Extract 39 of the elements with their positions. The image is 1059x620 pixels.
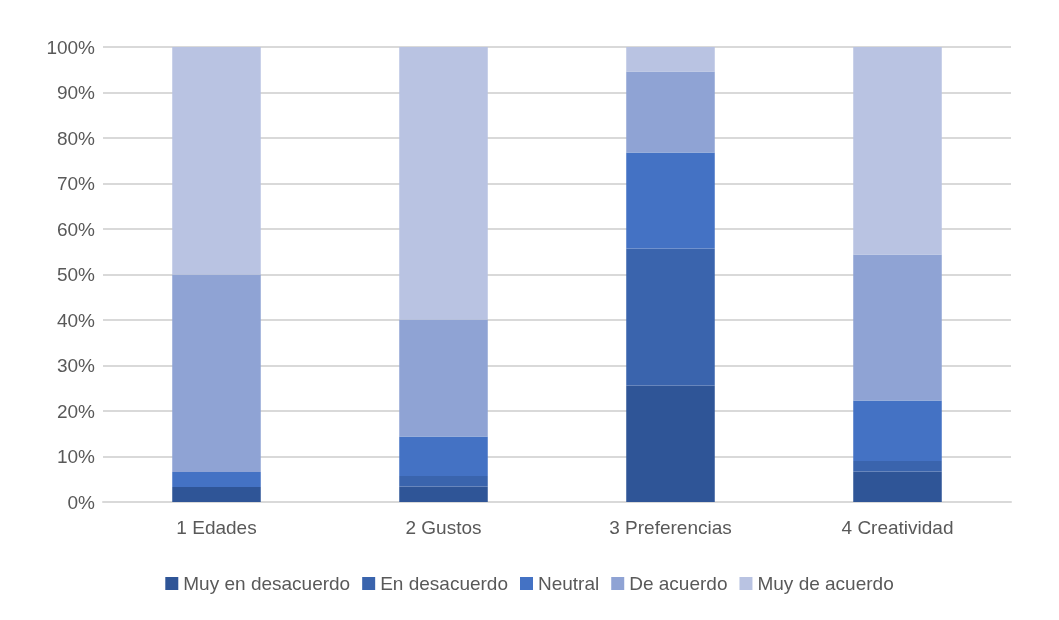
y-tick-label: 100% [46, 36, 96, 58]
x-tick-label: 2 Gustos [405, 517, 482, 538]
legend-label: Neutral [537, 573, 600, 594]
y-tick-label: 30% [56, 355, 96, 376]
bar [172, 274, 261, 472]
y-tick-label: 80% [56, 127, 96, 149]
x-tick-label: 4 Creatividad [841, 517, 954, 538]
bar [172, 471, 261, 487]
bar [853, 47, 942, 255]
bar [626, 152, 715, 249]
bar [853, 471, 942, 502]
x-tick-label: 1 Edades [176, 517, 257, 538]
bar [399, 47, 488, 320]
y-tick-label: 70% [56, 173, 96, 194]
bar [399, 476, 488, 487]
bar [626, 248, 715, 386]
y-tick-label: 0% [67, 491, 96, 513]
bar [172, 47, 261, 275]
y-tick-label: 60% [56, 218, 96, 240]
bar [626, 47, 715, 72]
bar [399, 436, 488, 477]
bar [853, 461, 942, 472]
y-tick-label: 90% [56, 82, 96, 103]
legend-label: Muy de acuerdo [757, 573, 894, 594]
legend-label: En desacuerdo [380, 573, 508, 594]
bar [626, 385, 715, 502]
y-tick-label: 40% [56, 309, 96, 331]
y-tick-label: 20% [56, 400, 96, 422]
y-tick-label: 10% [56, 446, 96, 467]
legend-label: Muy en desacuerdo [183, 573, 351, 594]
bar [853, 400, 942, 462]
legend-label: De acuerdo [629, 573, 728, 594]
bar [399, 319, 488, 437]
x-tick-label: 3 Preferencias [609, 517, 732, 538]
bar [399, 486, 488, 502]
bar [853, 254, 942, 401]
y-tick-label: 50% [56, 264, 96, 285]
bar [172, 486, 261, 502]
bar [626, 71, 715, 153]
